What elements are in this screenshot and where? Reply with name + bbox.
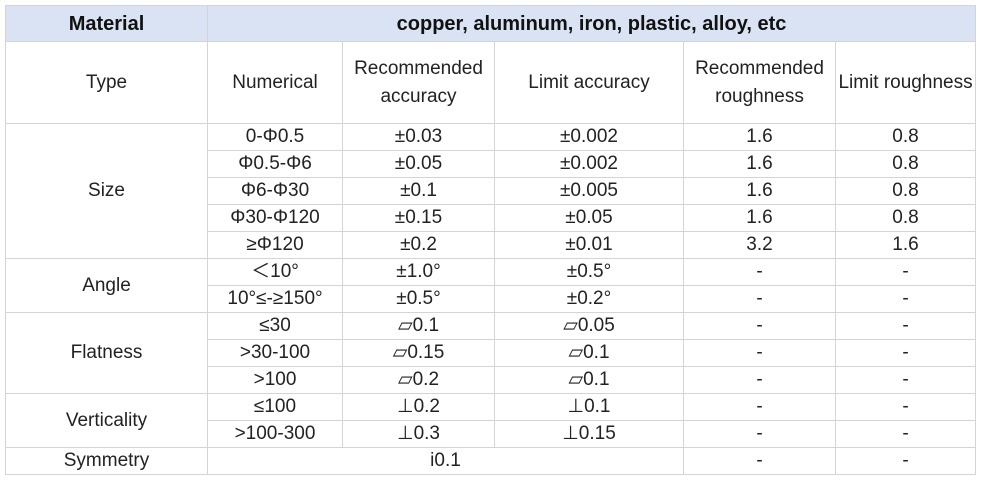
cell: - bbox=[834, 447, 977, 475]
spec-table: Material copper, aluminum, iron, plastic… bbox=[5, 5, 977, 475]
cell: - bbox=[683, 258, 836, 286]
cell: - bbox=[683, 420, 836, 448]
cell: ≤30 bbox=[207, 312, 343, 340]
cell: ▱0.2 bbox=[342, 366, 495, 394]
group-name: Size bbox=[5, 123, 208, 259]
data-row: Φ0.5-Φ6 ±0.05 ±0.002 1.6 0.8 bbox=[6, 150, 977, 178]
cell: 1.6 bbox=[834, 231, 977, 259]
cell: i0.1 bbox=[207, 447, 684, 475]
cell: ⊥0.3 bbox=[342, 420, 495, 448]
cell: ≥Φ120 bbox=[207, 231, 343, 259]
cell: >30-100 bbox=[207, 339, 343, 367]
cell: ⊥0.1 bbox=[494, 393, 684, 421]
column-header: Type bbox=[5, 41, 208, 124]
cell: ±0.2° bbox=[494, 285, 684, 313]
cell: 10°≤-≥150° bbox=[207, 285, 343, 313]
cell: ±0.5° bbox=[342, 285, 495, 313]
cell: - bbox=[834, 393, 977, 421]
cell: - bbox=[683, 312, 836, 340]
cell: ±0.05 bbox=[342, 150, 495, 178]
cell: ▱0.1 bbox=[342, 312, 495, 340]
cell: 0.8 bbox=[834, 204, 977, 232]
cell: ▱0.1 bbox=[494, 366, 684, 394]
cell: ▱0.1 bbox=[494, 339, 684, 367]
cell: - bbox=[683, 339, 836, 367]
cell: 0.8 bbox=[834, 123, 977, 151]
data-row: Verticality ≤100 ⊥0.2 ⊥0.1- - bbox=[5, 393, 977, 448]
data-row: Flatness ≤30 ▱0.1 ▱0.05- - bbox=[5, 312, 977, 394]
cell: ±0.15 bbox=[342, 204, 495, 232]
cell: ±0.03 bbox=[342, 123, 495, 151]
cell: - bbox=[834, 258, 977, 286]
cell: 1.6 bbox=[683, 177, 836, 205]
cell: >100-300 bbox=[207, 420, 343, 448]
cell: ±0.2 bbox=[342, 231, 495, 259]
group-name: Angle bbox=[5, 258, 208, 313]
data-row: Φ6-Φ30 ±0.1 ±0.005 1.6 0.8 bbox=[6, 177, 977, 205]
cell: ±0.002 bbox=[494, 123, 684, 151]
column-header: Recommended roughness bbox=[683, 41, 836, 124]
cell: ±0.5° bbox=[494, 258, 684, 286]
cell: ⊥0.15 bbox=[494, 420, 684, 448]
cell: - bbox=[834, 339, 977, 367]
cell: ±0.05 bbox=[494, 204, 684, 232]
group-name: Verticality bbox=[5, 393, 208, 448]
cell: - bbox=[834, 420, 977, 448]
header-value: copper, aluminum, iron, plastic, alloy, … bbox=[206, 5, 977, 42]
cell: - bbox=[683, 366, 836, 394]
cell: Φ30-Φ120 bbox=[207, 204, 343, 232]
column-header: Limit accuracy bbox=[494, 41, 684, 124]
header-label: Material bbox=[5, 5, 208, 42]
column-header: Numerical bbox=[207, 41, 343, 124]
cell: ±0.005 bbox=[494, 177, 684, 205]
cell: - bbox=[834, 285, 977, 313]
cell: - bbox=[834, 366, 977, 394]
cell: - bbox=[683, 285, 836, 313]
cell: - bbox=[834, 312, 977, 340]
cell: ±0.01 bbox=[494, 231, 684, 259]
cell: ▱0.15 bbox=[342, 339, 495, 367]
data-row: Angle ＜10° ±1.0° ±0.5° - - bbox=[5, 258, 977, 313]
cell: ⊥0.2 bbox=[342, 393, 495, 421]
column-header: Limit roughness bbox=[834, 41, 977, 124]
group-name: Flatness bbox=[5, 312, 208, 394]
group-name: Symmetry bbox=[5, 447, 208, 475]
cell: ▱0.05 bbox=[494, 312, 684, 340]
column-header: Recommended accuracy bbox=[342, 41, 495, 124]
cell: ≤100 bbox=[207, 393, 343, 421]
cell: - bbox=[683, 393, 836, 421]
data-row: Symmetry i0.1- - bbox=[5, 447, 977, 475]
cell: 0-Φ0.5 bbox=[207, 123, 343, 151]
data-row: ≥Φ120 ±0.2 ±0.01 3.2 1.6 bbox=[6, 231, 977, 259]
cell: ±0.002 bbox=[494, 150, 684, 178]
cell: 1.6 bbox=[683, 123, 836, 151]
cell: ±1.0° bbox=[342, 258, 495, 286]
cell: 3.2 bbox=[683, 231, 836, 259]
cell: - bbox=[683, 447, 836, 475]
header-row: Material copper, aluminum, iron, plastic… bbox=[5, 5, 977, 42]
table-body: Material copper, aluminum, iron, plastic… bbox=[5, 5, 977, 475]
cell: Φ0.5-Φ6 bbox=[207, 150, 343, 178]
cell: 0.8 bbox=[834, 177, 977, 205]
data-row: Size 0-Φ0.5 ±0.03 ±0.002 1.6 0.8 bbox=[5, 123, 977, 259]
cell: ＜10° bbox=[207, 258, 343, 286]
cell: ±0.1 bbox=[342, 177, 495, 205]
column-header-row: Type Numerical Recommended accuracy Limit a… bbox=[5, 41, 977, 124]
cell: 1.6 bbox=[683, 204, 836, 232]
data-row: Φ30-Φ120 ±0.15 ±0.05 1.6 0.8 bbox=[6, 204, 977, 232]
cell: Φ6-Φ30 bbox=[207, 177, 343, 205]
cell: 1.6 bbox=[683, 150, 836, 178]
cell: >100 bbox=[207, 366, 343, 394]
cell: 0.8 bbox=[834, 150, 977, 178]
spec-table-wrap: Material copper, aluminum, iron, plastic… bbox=[5, 5, 977, 475]
